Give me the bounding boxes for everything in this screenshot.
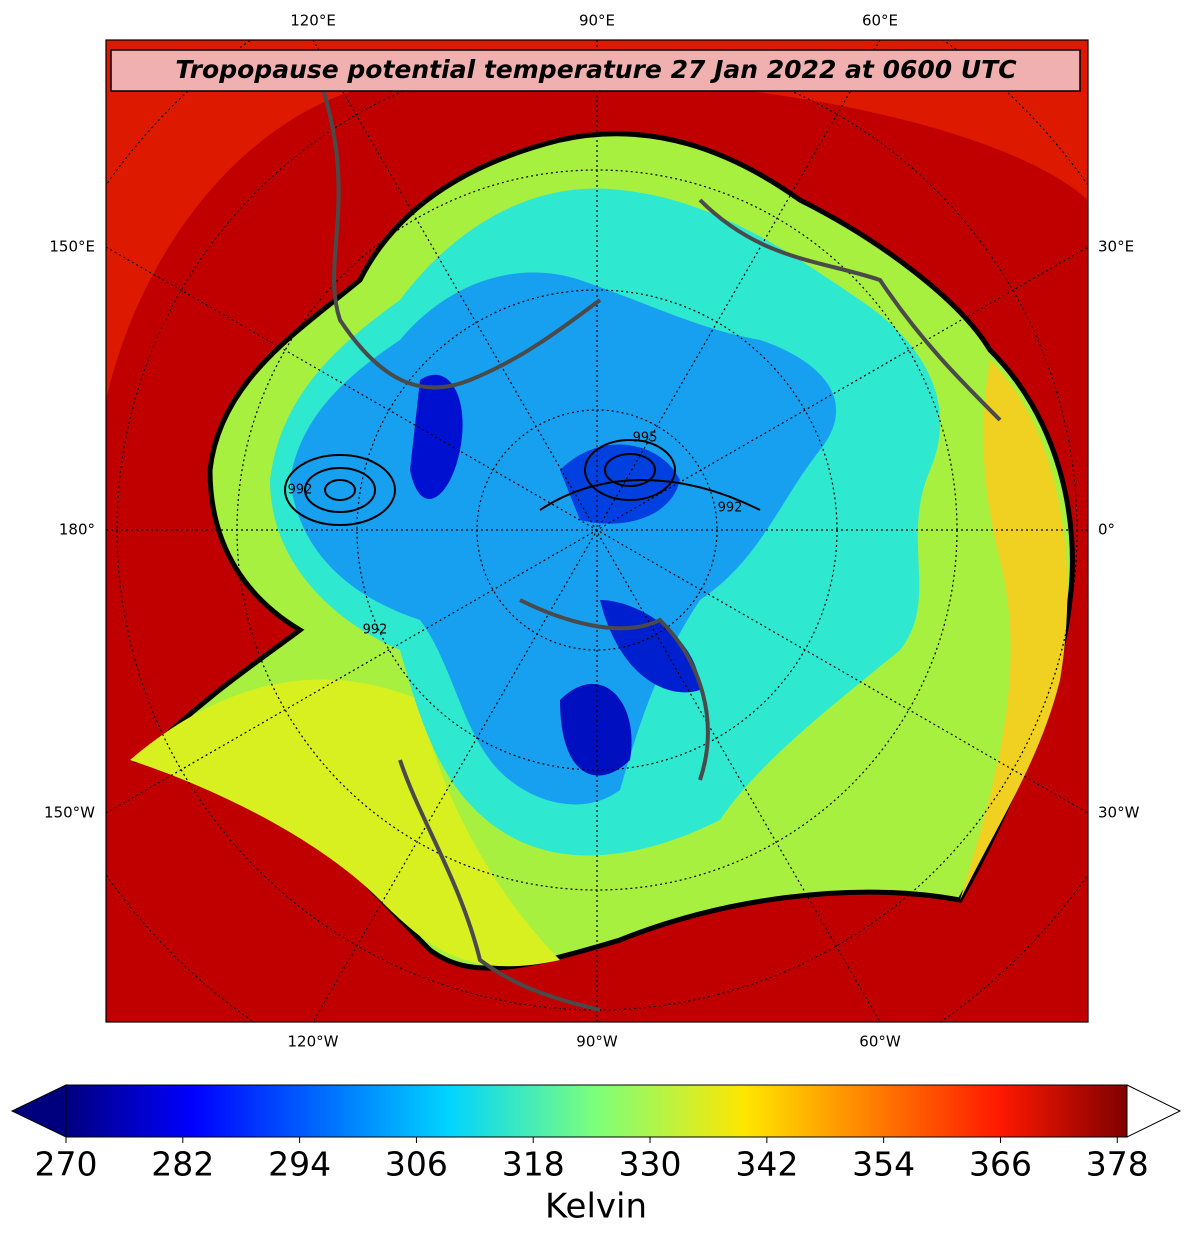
lon-label: 30°W <box>1098 804 1140 822</box>
lon-label: 120°E <box>290 12 336 30</box>
lon-label: 30°E <box>1098 238 1134 256</box>
lon-label: 180° <box>59 521 95 539</box>
colorbar-tick-label: 318 <box>502 1145 565 1184</box>
colorbar-extend-low <box>10 1084 67 1138</box>
lon-label: 60°E <box>862 12 898 30</box>
lon-label: 120°W <box>288 1033 339 1051</box>
coastlines <box>318 79 1002 1012</box>
lon-label: 90°E <box>579 12 615 30</box>
map-title: Tropopause potential temperature 27 Jan … <box>175 55 1017 84</box>
contour-label: 992 <box>288 483 313 498</box>
map-frame <box>105 39 1089 1023</box>
colorbar-tick-label: 354 <box>852 1145 915 1184</box>
colorbar-frame <box>65 1084 1128 1138</box>
contour-label: 992 <box>718 501 743 516</box>
colorbar-label: Kelvin <box>545 1187 647 1227</box>
lon-label: 60°W <box>859 1033 901 1051</box>
colorbar-extend-high <box>1126 1084 1182 1138</box>
graticule <box>106 40 1088 1022</box>
contour-label: 995 <box>633 431 658 446</box>
colorbar-tick-label: 306 <box>385 1145 448 1184</box>
lon-label: 150°W <box>44 804 95 822</box>
lon-label: 0° <box>1098 521 1115 539</box>
colorbar <box>66 1085 1127 1137</box>
title-box <box>110 49 1081 92</box>
colorbar-tick-label: 378 <box>1086 1145 1149 1184</box>
colorbar-tick-label: 270 <box>35 1145 98 1184</box>
colorbar-tick-label: 294 <box>268 1145 331 1184</box>
colorbar-tick-label: 342 <box>735 1145 798 1184</box>
colorbar-tick-label: 330 <box>619 1145 682 1184</box>
contour-label: 992 <box>363 623 388 638</box>
map-field <box>106 40 1088 1022</box>
contours <box>284 439 761 526</box>
lon-label: 150°E <box>49 238 95 256</box>
lon-label: 90°W <box>576 1033 618 1051</box>
colorbar-tick-label: 366 <box>969 1145 1032 1184</box>
colorbar-tick-label: 282 <box>151 1145 214 1184</box>
